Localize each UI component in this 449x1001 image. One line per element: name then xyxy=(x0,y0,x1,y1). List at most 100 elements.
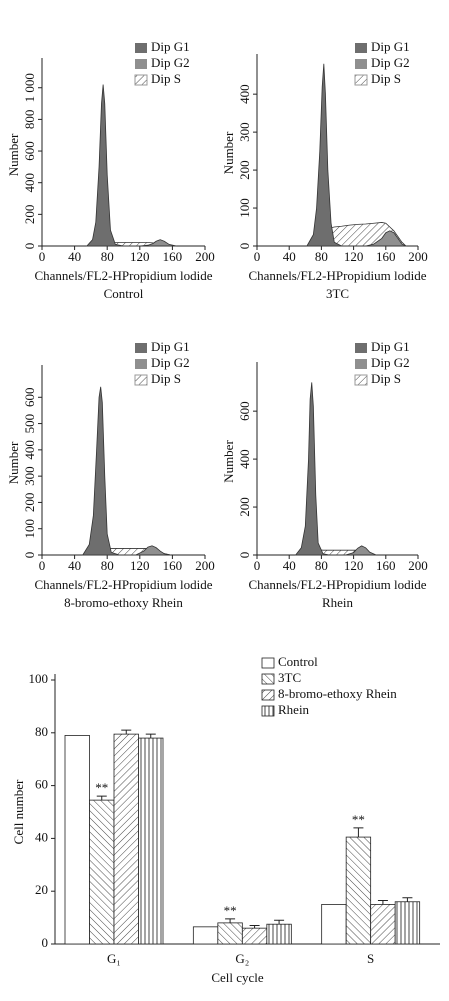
legend-swatch xyxy=(134,74,148,86)
y-tick-label: 1 000 xyxy=(22,73,37,102)
y-tick-label: 400 xyxy=(237,449,252,469)
significance-label: ** xyxy=(95,780,108,795)
x-tick-label: 0 xyxy=(39,558,46,573)
legend-swatch xyxy=(354,374,368,386)
error-bar xyxy=(145,733,156,739)
bar xyxy=(394,901,421,945)
x-axis-label: Channels/FL2-HPropidium lodide xyxy=(248,268,426,283)
legend-label: Dip S xyxy=(151,71,181,86)
bar xyxy=(64,735,90,945)
x-axis-label: Cell cycle xyxy=(211,970,264,985)
x-axis-label: Channels/FL2-HPropidium lodide xyxy=(248,577,426,592)
legend-label: Dip S xyxy=(371,71,401,86)
y-tick-label: 0 xyxy=(22,243,37,250)
x-tick-label: 120 xyxy=(344,249,364,264)
legend-label: Dip G1 xyxy=(151,39,190,54)
legend-swatch xyxy=(355,359,367,369)
bar xyxy=(266,923,292,945)
x-tick-label: 200 xyxy=(195,558,215,573)
x-tick-label: 160 xyxy=(163,558,183,573)
y-axis-label: Cell number xyxy=(11,779,26,844)
legend-swatch xyxy=(135,43,147,53)
bar xyxy=(138,737,164,945)
x-tick-label: 120 xyxy=(344,558,364,573)
histogram-area xyxy=(306,63,406,247)
significance-label: ** xyxy=(224,903,237,918)
y-tick-label: 200 xyxy=(237,160,252,180)
y-tick-label: 300 xyxy=(237,122,252,142)
legend-swatch xyxy=(261,689,275,701)
error-bar xyxy=(353,827,364,838)
panel-subtitle: Control xyxy=(104,286,144,301)
x-tick-label: 80 xyxy=(315,249,328,264)
y-tick-label: 80 xyxy=(35,724,48,739)
x-tick-label: 160 xyxy=(376,249,396,264)
bar xyxy=(89,799,115,945)
legend-swatch xyxy=(261,657,275,669)
x-tick-label: 200 xyxy=(408,249,428,264)
bar xyxy=(217,922,243,945)
x-tick-label: 160 xyxy=(163,249,183,264)
x-tick-label: G₁ xyxy=(107,951,121,966)
y-axis-label: Number xyxy=(221,440,236,483)
y-tick-label: 100 xyxy=(29,671,49,686)
legend-label: Dip S xyxy=(151,371,181,386)
y-tick-label: 100 xyxy=(237,198,252,218)
x-tick-label: 200 xyxy=(408,558,428,573)
y-tick-label: 600 xyxy=(22,388,37,408)
y-axis-label: Number xyxy=(221,131,236,174)
x-tick-label: 40 xyxy=(68,249,81,264)
legend-label: Dip G2 xyxy=(371,55,410,70)
histogram-area xyxy=(82,386,171,556)
x-tick-label: 0 xyxy=(39,249,46,264)
legend-swatch xyxy=(355,43,367,53)
bar xyxy=(370,904,396,945)
histogram-area xyxy=(294,382,377,556)
y-tick-label: 200 xyxy=(22,493,37,513)
legend-swatch xyxy=(355,343,367,353)
y-tick-label: 200 xyxy=(237,497,252,517)
legend-swatch xyxy=(135,59,147,69)
x-axis-label: Channels/FL2-HPropidium lodide xyxy=(34,577,212,592)
legend-label: Dip S xyxy=(371,371,401,386)
legend-label: Dip G1 xyxy=(151,339,190,354)
y-tick-label: 0 xyxy=(237,552,252,559)
legend-swatch xyxy=(355,59,367,69)
legend-label: Dip G2 xyxy=(151,355,190,370)
legend-swatch xyxy=(261,705,275,717)
x-axis-label: Channels/FL2-HPropidium lodide xyxy=(34,268,212,283)
x-tick-label: 0 xyxy=(254,249,261,264)
panel-subtitle: 3TC xyxy=(326,286,349,301)
x-tick-label: 120 xyxy=(130,558,150,573)
significance-label: ** xyxy=(352,812,365,827)
y-tick-label: 20 xyxy=(35,882,48,897)
legend-label: 3TC xyxy=(278,670,301,685)
legend-label: 8-bromo-ethoxy Rhein xyxy=(278,686,397,701)
x-tick-label: 80 xyxy=(101,558,114,573)
bar xyxy=(321,904,347,945)
y-tick-label: 600 xyxy=(237,401,252,421)
x-tick-label: 200 xyxy=(195,249,215,264)
error-bar xyxy=(249,925,260,929)
y-tick-label: 0 xyxy=(237,243,252,250)
y-tick-label: 200 xyxy=(22,205,37,225)
bar xyxy=(345,836,372,945)
legend-label: Dip G1 xyxy=(371,39,410,54)
legend-swatch xyxy=(135,343,147,353)
panel-subtitle: Rhein xyxy=(322,595,354,610)
legend-swatch xyxy=(135,359,147,369)
legend-label: Rhein xyxy=(278,702,310,717)
y-tick-label: 400 xyxy=(22,440,37,460)
x-tick-label: S xyxy=(367,951,374,966)
y-tick-label: 800 xyxy=(22,110,37,129)
y-tick-label: 500 xyxy=(22,414,37,434)
x-tick-label: G₂ xyxy=(235,951,249,966)
error-bar xyxy=(377,899,388,905)
x-tick-label: 40 xyxy=(283,249,296,264)
error-bar xyxy=(225,918,236,923)
panel-subtitle: 8-bromo-ethoxy Rhein xyxy=(64,595,183,610)
bar xyxy=(241,927,268,945)
y-tick-label: 300 xyxy=(22,466,37,486)
y-tick-label: 0 xyxy=(22,552,37,559)
